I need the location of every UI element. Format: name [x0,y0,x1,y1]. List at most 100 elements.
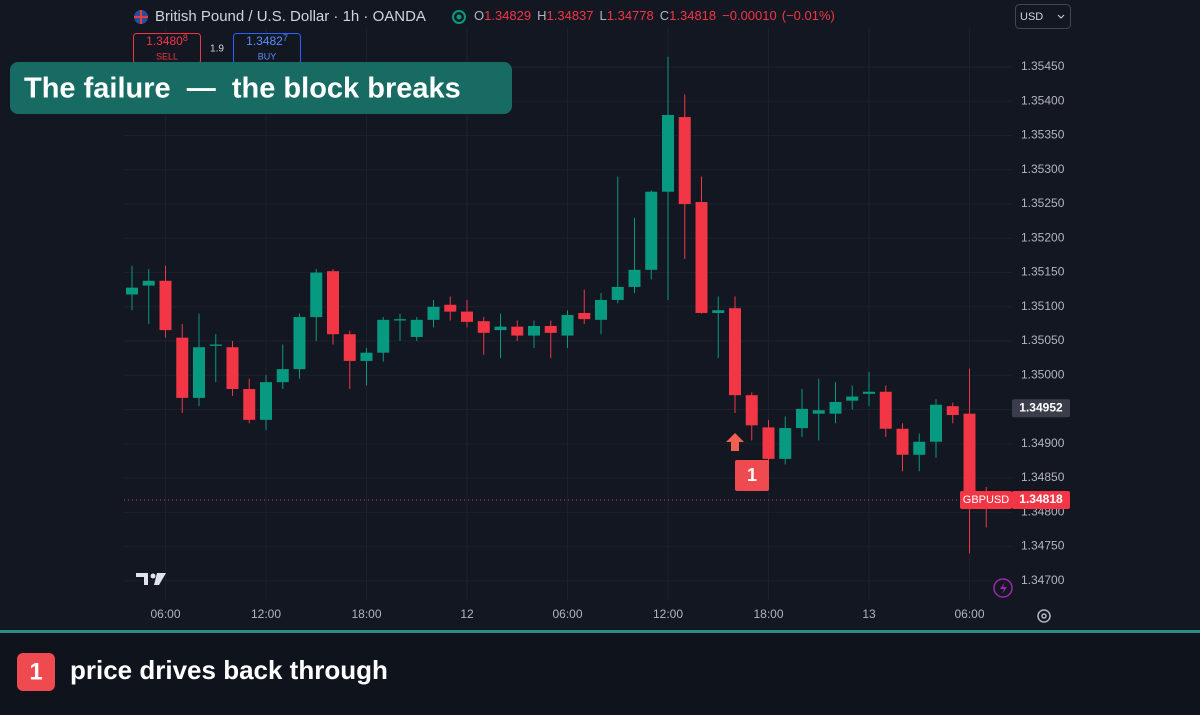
lightning-icon[interactable] [993,578,1013,598]
candle-body [260,382,272,420]
candle-body [930,404,942,442]
currency-dropdown[interactable]: USD [1015,4,1071,29]
candle-body [427,306,440,320]
candle-body [377,319,390,353]
settings-icon[interactable] [1037,609,1051,623]
candle-body [394,319,406,321]
footer-rule [0,630,1200,633]
tv-logo [136,573,166,585]
candle-body [628,269,641,287]
symbol-label: GBPUSD [963,494,1010,506]
logo-part [136,573,148,585]
dropdown-caret [1057,14,1065,19]
y-tick-label: 1.35250 [1021,196,1065,210]
x-tick-label: 12 [460,607,474,621]
symbol-label-box [960,490,1012,509]
candle-body [863,391,875,394]
ohlc-value: 1.34829 [484,8,531,23]
market-status [452,10,466,24]
candle-body [461,311,473,322]
y-tick-label: 1.34900 [1021,436,1065,450]
x-tick-label: 12:00 [653,607,683,621]
candle-body [293,317,306,370]
candle-body [561,315,574,336]
candle-body [846,396,859,401]
ohlc-value: 1.34837 [547,8,594,23]
ohlc-label: C [660,8,669,23]
candle-body [360,352,373,361]
y-tick-label: 1.34750 [1021,539,1065,553]
candle-body [578,312,591,320]
buy-price: 1.34827 [246,33,288,48]
ohlc-value: 1.34778 [607,8,654,23]
symbol-title: British Pound / U.S. Dollar · 1h · OANDA [155,8,426,25]
overlay-badge [10,62,512,114]
candle-body [762,427,775,459]
candle-body [511,326,524,336]
x-tick-label: 13 [862,607,876,621]
crosshair-price-box [1012,399,1070,418]
y-tick-label: 1.35350 [1021,128,1065,142]
y-tick-label: 1.35050 [1021,333,1065,347]
candle-body [662,114,674,192]
candle-body [879,391,892,429]
ohlc-values: O1.34829 H1.34837 L1.34778 C1.34818 −0.00010… [474,8,835,23]
candle-body [477,321,490,333]
candle-body [176,337,189,398]
y-tick-label: 1.35300 [1021,162,1065,176]
candle-body [276,369,289,383]
lightning-bolt [1000,582,1007,594]
logo-part [150,573,156,579]
candle-body [327,271,339,335]
footer-text: price drives back through [70,655,388,685]
y-tick-label: 1.35100 [1021,299,1065,313]
candle-body [595,299,607,320]
last-price-box [1012,490,1070,509]
candle-body [946,406,959,416]
flag-cross [134,10,148,24]
candle-body [209,344,222,346]
y-tick-label: 1.34700 [1021,573,1065,587]
y-tick-label: 1.35150 [1021,265,1065,279]
gear-center [1041,613,1047,619]
candle-body [645,191,658,270]
y-tick-label: 1.35200 [1021,230,1065,244]
plot-area [124,28,1012,600]
buy-label: BUY [258,51,277,61]
candle-body [779,428,792,459]
footer-marker: 1 [29,658,42,685]
sell-price-pip: 8 [183,33,188,43]
x-tick-label: 18:00 [351,607,381,621]
candle-body [812,410,825,414]
candle-body [126,287,138,295]
change: −0.00010 [722,8,777,23]
candle-body [796,408,808,429]
symbol-header: British Pound / U.S. Dollar · 1h · OANDA… [134,8,835,25]
annotation-arrow [726,433,744,451]
overlay-title: The failure — the block breaks [24,73,461,105]
candle-body [226,347,239,390]
sell-price: 1.34808 [146,33,188,48]
ohlc-label: O [474,8,484,23]
y-tick-label: 1.35000 [1021,367,1065,381]
x-tick-label: 06:00 [150,607,180,621]
logo-part [154,573,166,585]
currency-box[interactable] [1015,4,1071,29]
y-tick-label: 1.34850 [1021,470,1065,484]
candle-body [142,280,155,286]
candle-body [410,319,423,337]
candle-body [829,402,842,414]
candle-body [695,201,708,313]
candle-body [729,308,741,396]
candle-body [678,117,691,205]
candle-body [611,286,624,300]
candle-body [243,389,256,420]
buy-price-main: 1.3482 [246,34,283,48]
candle-body [494,326,507,331]
sell-price-main: 1.3480 [146,34,183,48]
x-tick-label: 06:00 [954,607,984,621]
candle-body [745,395,758,426]
y-tick-label: 1.35400 [1021,93,1065,107]
